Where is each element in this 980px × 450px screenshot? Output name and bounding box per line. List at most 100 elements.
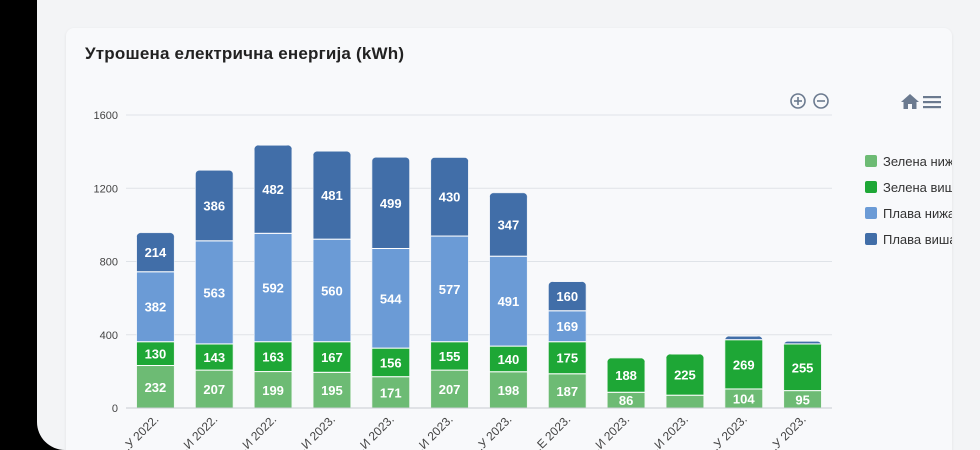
y-tick-label: 1600 xyxy=(94,110,118,122)
x-tick-label: ...И 2023. xyxy=(644,412,691,450)
bar-segment xyxy=(136,271,175,343)
data-label: 544 xyxy=(380,291,402,306)
bar-stack xyxy=(607,357,646,408)
data-label: 482 xyxy=(262,182,284,197)
stacked-bar-chart: 0 400 800 1200 1600 232 130 382 214 207 143 563 386… xyxy=(94,110,952,450)
data-label: 382 xyxy=(145,300,167,315)
data-label: 104 xyxy=(733,391,755,406)
bar-stack xyxy=(665,353,704,408)
bar-segment xyxy=(136,232,175,273)
data-label: 563 xyxy=(203,285,225,300)
menu-icon[interactable] xyxy=(922,94,942,115)
zoom-out-icon[interactable] xyxy=(812,92,830,115)
legend-swatch xyxy=(865,207,877,219)
data-label: 577 xyxy=(439,282,461,297)
x-axis: ...У 2022. ...И 2022. ...И 2022. ...И 2023.… xyxy=(116,407,832,450)
data-label: 143 xyxy=(203,350,225,365)
data-label: 430 xyxy=(439,190,461,205)
data-label: 214 xyxy=(145,245,167,260)
legend: Зелена нижа Зелена виша Плава нижа Плава ви… xyxy=(865,154,952,247)
data-label: 156 xyxy=(380,355,402,370)
bar-segment xyxy=(312,238,351,343)
zoom-in-icon[interactable] xyxy=(789,92,807,115)
x-tick-label: ...И 2023. xyxy=(586,412,633,450)
bar-segment xyxy=(783,341,822,345)
data-label: 171 xyxy=(380,385,402,400)
legend-label: Плава нижа xyxy=(883,206,952,221)
y-tick-label: 1200 xyxy=(94,183,118,195)
legend-swatch xyxy=(865,181,877,193)
bars: 232 130 382 214 207 143 563 386 199 163 592 482 195 1… xyxy=(136,145,822,408)
x-tick-label: ...И 2022. xyxy=(174,412,221,450)
legend-item: Зелена нижа xyxy=(865,154,952,169)
x-tick-label: ...У 2023. xyxy=(763,412,809,450)
bar-segment xyxy=(548,281,587,312)
legend-item: Плава виша xyxy=(865,232,952,247)
y-tick-label: 400 xyxy=(100,330,118,342)
x-tick-label: ...И 2023. xyxy=(350,412,397,450)
bar-segment xyxy=(371,157,410,249)
bar-stack xyxy=(783,341,822,408)
bar-stack xyxy=(548,281,587,408)
y-axis: 0 400 800 1200 1600 xyxy=(94,110,118,415)
data-label: 198 xyxy=(498,383,520,398)
data-label: 269 xyxy=(733,357,755,372)
legend-label: Зелена виша xyxy=(883,180,952,195)
data-label: 188 xyxy=(615,368,637,383)
bar-stack xyxy=(195,170,234,408)
x-tick-label: ...У 2023. xyxy=(704,412,750,450)
data-label: 225 xyxy=(674,368,696,383)
data-label: 255 xyxy=(792,360,814,375)
x-tick-label: ...У 2022. xyxy=(116,412,162,450)
home-icon[interactable] xyxy=(900,92,920,115)
legend-label: Плава виша xyxy=(883,232,952,247)
chart-title: Утрошена електрична енергија (kWh) xyxy=(85,44,405,63)
bar-segment xyxy=(489,192,528,257)
data-label: 95 xyxy=(795,392,809,407)
data-label: 199 xyxy=(262,383,284,398)
x-tick-label: ...У 2023. xyxy=(469,412,515,450)
bar-stack xyxy=(489,192,528,408)
bar-segment xyxy=(724,339,763,390)
bar-segment xyxy=(607,357,646,393)
bar-segment xyxy=(665,353,704,396)
bar-segment xyxy=(371,247,410,349)
data-label: 386 xyxy=(203,198,225,213)
data-label: 130 xyxy=(145,347,167,362)
bar-stack xyxy=(136,232,175,408)
data-label: 592 xyxy=(262,281,284,296)
bar-segment xyxy=(312,151,351,240)
x-tick-label: ...И 2023. xyxy=(291,412,338,450)
data-label: 86 xyxy=(619,393,633,408)
x-tick-label: ...И 2022. xyxy=(233,412,280,450)
bar-stack xyxy=(724,336,763,408)
legend-item: Зелена виша xyxy=(865,180,952,195)
data-label: 481 xyxy=(321,188,343,203)
data-label: 187 xyxy=(556,384,578,399)
data-label: 163 xyxy=(262,350,284,365)
data-label: 155 xyxy=(439,349,461,364)
data-label: 195 xyxy=(321,383,343,398)
data-label: 207 xyxy=(439,382,461,397)
bar-segment xyxy=(665,394,704,408)
bar-segment xyxy=(312,341,351,373)
data-label: 347 xyxy=(498,217,520,232)
bar-stack xyxy=(430,157,469,408)
legend-swatch xyxy=(865,233,877,245)
y-tick-label: 800 xyxy=(100,257,118,269)
bar-stack xyxy=(254,145,293,408)
legend-swatch xyxy=(865,155,877,167)
data-label: 499 xyxy=(380,196,402,211)
bar-segment xyxy=(783,343,822,392)
legend-label: Зелена нижа xyxy=(883,154,952,169)
legend-item: Плава нижа xyxy=(865,206,952,221)
bar-segment xyxy=(136,365,175,408)
data-label: 169 xyxy=(556,319,578,334)
x-tick-label: ...И 2023. xyxy=(409,412,456,450)
data-label: 491 xyxy=(498,294,520,309)
data-label: 175 xyxy=(556,351,578,366)
bar-segment xyxy=(371,347,410,378)
bar-stack xyxy=(371,157,410,408)
data-label: 167 xyxy=(321,350,343,365)
data-label: 560 xyxy=(321,283,343,298)
